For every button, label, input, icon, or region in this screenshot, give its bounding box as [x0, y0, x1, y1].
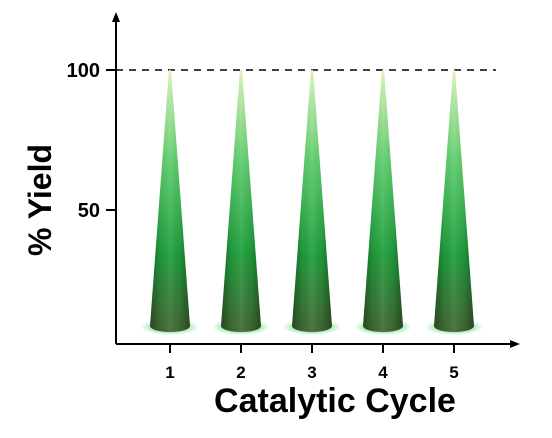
x-tick-label: 5	[449, 363, 458, 382]
cone-bar	[212, 70, 270, 335]
y-axis-arrow	[112, 12, 120, 22]
cone-shading	[292, 70, 332, 332]
cone-bar	[283, 70, 341, 335]
cone-bar	[354, 70, 412, 335]
cone-bar	[425, 70, 483, 335]
x-tick-label: 3	[307, 363, 316, 382]
x-ticks: 1 2 3 4 5	[165, 344, 459, 382]
y-tick-label: 100	[67, 60, 100, 82]
y-tick-label: 50	[78, 200, 100, 222]
cone-shading	[363, 70, 403, 332]
cone-shading	[434, 70, 474, 332]
cone-shading	[221, 70, 261, 332]
y-axis-title: % Yield	[22, 144, 58, 256]
cone-shading	[150, 70, 190, 332]
x-axis-title: Catalytic Cycle	[214, 382, 456, 420]
x-tick-label: 1	[165, 363, 174, 382]
y-ticks: 50 100	[67, 60, 116, 222]
cone-bar	[141, 70, 199, 335]
x-axis-arrow	[510, 340, 520, 348]
axes	[112, 12, 520, 348]
x-tick-label: 2	[236, 363, 245, 382]
x-tick-label: 4	[378, 363, 388, 382]
cone-bars	[141, 70, 483, 335]
